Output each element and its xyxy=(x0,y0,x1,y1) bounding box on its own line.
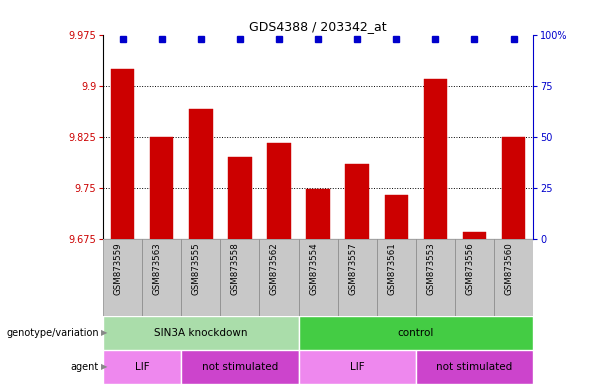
Text: control: control xyxy=(398,328,434,338)
Bar xyxy=(463,232,486,239)
Text: GSM873555: GSM873555 xyxy=(192,243,201,295)
Bar xyxy=(103,350,181,384)
Text: GSM873553: GSM873553 xyxy=(426,243,435,295)
Text: GSM873554: GSM873554 xyxy=(309,243,318,295)
Text: agent: agent xyxy=(71,362,99,372)
Text: GSM873557: GSM873557 xyxy=(348,243,357,295)
Text: GSM873563: GSM873563 xyxy=(153,243,162,295)
Bar xyxy=(345,164,369,239)
Bar xyxy=(111,69,134,239)
Bar xyxy=(455,239,494,316)
Text: SIN3A knockdown: SIN3A knockdown xyxy=(154,328,247,338)
Text: GSM873562: GSM873562 xyxy=(270,243,279,295)
Text: LIF: LIF xyxy=(350,362,365,372)
Bar xyxy=(189,109,213,239)
Bar xyxy=(502,137,525,239)
Bar xyxy=(416,239,455,316)
Bar xyxy=(142,239,181,316)
Bar xyxy=(299,239,337,316)
Bar xyxy=(299,350,416,384)
Bar xyxy=(220,239,259,316)
Bar xyxy=(267,144,291,239)
Bar xyxy=(103,239,142,316)
Bar xyxy=(423,79,447,239)
Text: genotype/variation: genotype/variation xyxy=(6,328,99,338)
Bar xyxy=(385,195,408,239)
Bar xyxy=(306,189,330,239)
Bar xyxy=(150,137,173,239)
Text: GSM873556: GSM873556 xyxy=(465,243,474,295)
Bar xyxy=(181,239,220,316)
Bar xyxy=(228,157,252,239)
Bar xyxy=(259,239,299,316)
Text: not stimulated: not stimulated xyxy=(436,362,512,372)
Text: not stimulated: not stimulated xyxy=(202,362,278,372)
Text: GSM873561: GSM873561 xyxy=(387,243,396,295)
Text: GSM873558: GSM873558 xyxy=(231,243,240,295)
Bar xyxy=(337,239,377,316)
Bar xyxy=(181,350,299,384)
Text: GSM873560: GSM873560 xyxy=(505,243,514,295)
Text: LIF: LIF xyxy=(135,362,150,372)
Bar xyxy=(103,316,299,350)
Text: ▶: ▶ xyxy=(101,362,107,371)
Text: ▶: ▶ xyxy=(101,328,107,338)
Bar xyxy=(299,316,533,350)
Title: GDS4388 / 203342_at: GDS4388 / 203342_at xyxy=(249,20,387,33)
Bar xyxy=(377,239,416,316)
Bar xyxy=(416,350,533,384)
Text: GSM873559: GSM873559 xyxy=(114,243,123,295)
Bar xyxy=(494,239,533,316)
